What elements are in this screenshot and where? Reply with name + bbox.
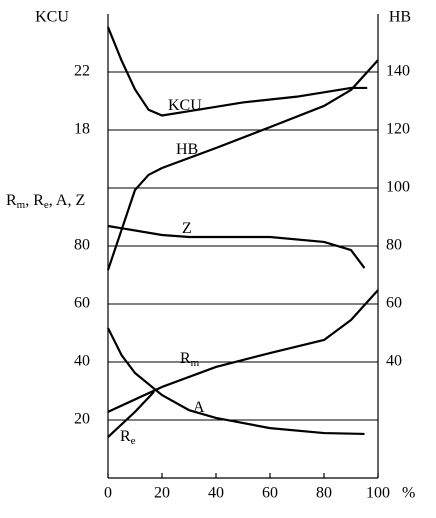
series-label: Re [120, 428, 136, 447]
y2-tick-label: 60 [386, 295, 402, 312]
series-line [106, 59, 379, 271]
y2-tick-label: 100 [386, 179, 410, 196]
x-tick-label: 0 [104, 485, 112, 502]
y-axis-label-part: , A, Z [49, 192, 85, 209]
series-label: HB [176, 141, 198, 158]
series-label-name: A [193, 399, 205, 416]
x-tick-label: 40 [208, 485, 224, 502]
y-tick-label: 60 [74, 295, 90, 312]
y-tick-label: 22 [74, 63, 90, 80]
y-tick-label: 18 [74, 121, 90, 138]
series-line [107, 327, 365, 436]
x-axis-label: % [402, 485, 415, 502]
y-axis-label-part: , R [25, 192, 44, 209]
y-axis-label-part: m [17, 199, 26, 211]
y3-axis-label: KCU [35, 9, 69, 26]
y-axis-label: Rm, Re, A, Z [6, 192, 85, 211]
x-tick-label: 20 [154, 485, 170, 502]
y-tick-label: 80 [74, 237, 90, 254]
series-line [106, 26, 368, 117]
series-label-name: Z [182, 220, 192, 237]
series-line [107, 224, 366, 269]
series-label-name: R [180, 350, 191, 367]
series-line [107, 289, 379, 413]
y-tick-label: 40 [74, 353, 90, 370]
y-axis-label-part: e [44, 199, 49, 211]
y-tick-label: 20 [74, 411, 90, 428]
series-label-name: R [120, 428, 131, 445]
y2-tick-label: 40 [386, 353, 402, 370]
y2-tick-label: 80 [386, 237, 402, 254]
x-tick-label: 60 [262, 485, 278, 502]
series-label: A [193, 399, 205, 416]
series-line [107, 391, 155, 438]
series-label: KCU [168, 97, 202, 114]
series-label-name: HB [176, 141, 198, 158]
y2-tick-label: 120 [386, 121, 410, 138]
y-axis-label-part: R [6, 192, 17, 209]
y2-axis-label: HB [389, 9, 411, 26]
y2-tick-label: 140 [386, 63, 410, 80]
series-label-subscript: e [131, 435, 136, 447]
series-label: Z [182, 220, 192, 237]
series-label: Rm [180, 350, 200, 369]
x-tick-label: 80 [316, 485, 332, 502]
series-label-subscript: m [191, 357, 200, 369]
x-tick-label: 100 [366, 485, 390, 502]
series-label-name: KCU [168, 97, 202, 114]
